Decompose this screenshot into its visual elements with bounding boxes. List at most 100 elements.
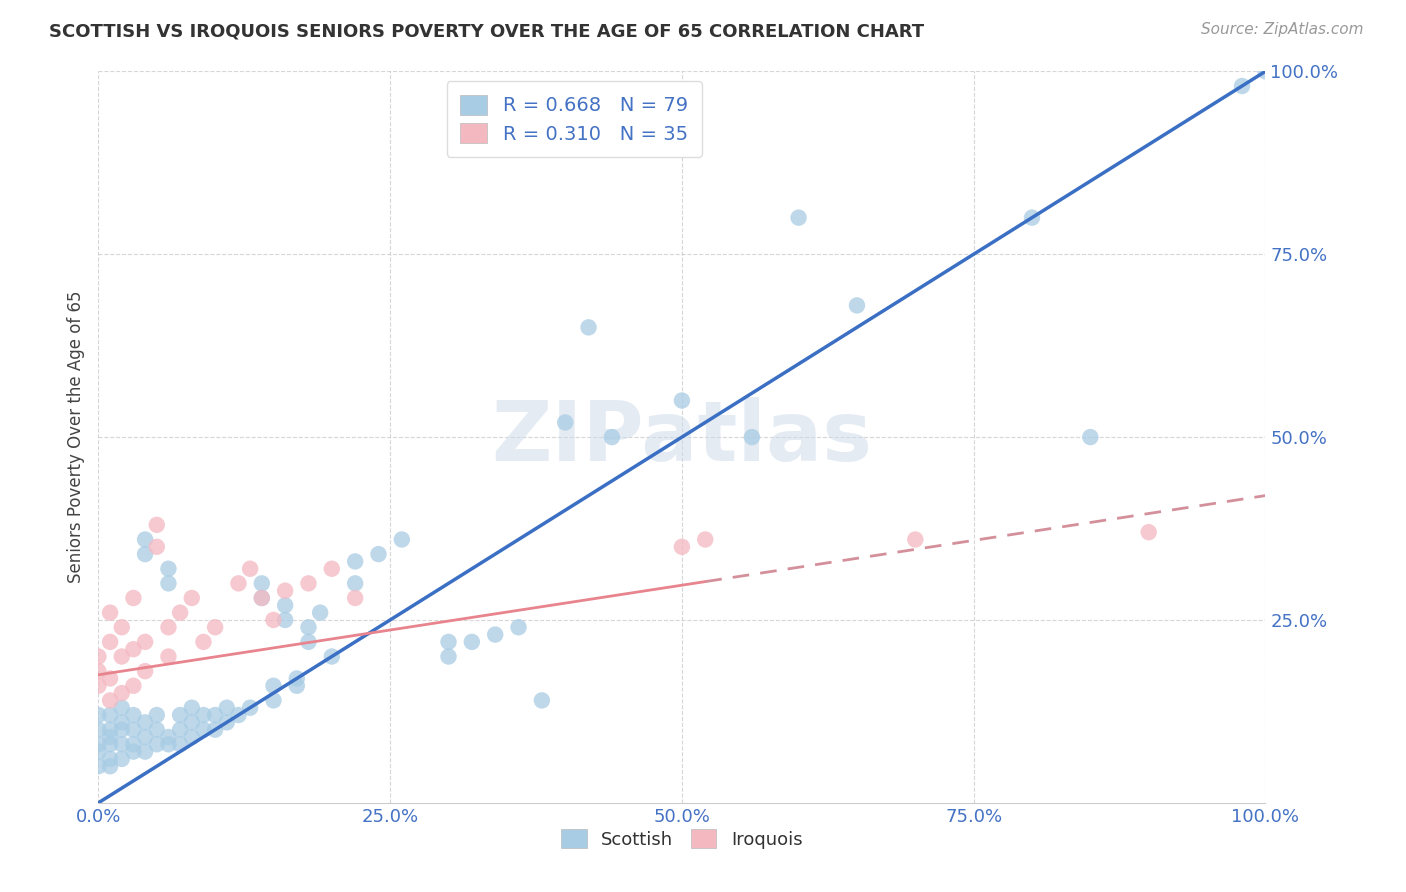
Point: [321, 649, 343, 664]
Point: [122, 679, 145, 693]
Point: [461, 635, 484, 649]
Point: [193, 723, 215, 737]
Y-axis label: Seniors Poverty Over the Age of 65: Seniors Poverty Over the Age of 65: [66, 291, 84, 583]
Point: [484, 627, 506, 641]
Point: [228, 708, 250, 723]
Point: [285, 672, 308, 686]
Point: [134, 533, 156, 547]
Point: [180, 700, 202, 714]
Point: [157, 620, 180, 634]
Point: [146, 737, 169, 751]
Point: [111, 715, 134, 730]
Point: [111, 686, 134, 700]
Point: [1230, 78, 1253, 93]
Point: [157, 562, 180, 576]
Point: [239, 562, 262, 576]
Point: [250, 591, 273, 605]
Point: [87, 649, 110, 664]
Point: [122, 737, 145, 751]
Point: [87, 679, 110, 693]
Point: [508, 620, 530, 634]
Point: [274, 583, 297, 598]
Point: [134, 730, 156, 744]
Point: [367, 547, 389, 561]
Point: [134, 664, 156, 678]
Point: [344, 591, 367, 605]
Point: [228, 576, 250, 591]
Point: [146, 540, 169, 554]
Point: [146, 517, 169, 532]
Point: [98, 708, 121, 723]
Point: [98, 635, 121, 649]
Point: [87, 664, 110, 678]
Point: [274, 613, 297, 627]
Point: [111, 700, 134, 714]
Point: [193, 635, 215, 649]
Point: [98, 730, 121, 744]
Point: [846, 298, 869, 312]
Point: [600, 430, 623, 444]
Point: [87, 723, 110, 737]
Point: [98, 737, 121, 751]
Point: [309, 606, 332, 620]
Point: [262, 693, 284, 707]
Point: [111, 723, 134, 737]
Point: [157, 649, 180, 664]
Point: [134, 635, 156, 649]
Point: [134, 547, 156, 561]
Point: [787, 211, 810, 225]
Point: [671, 393, 693, 408]
Point: [321, 562, 343, 576]
Point: [111, 649, 134, 664]
Point: [122, 708, 145, 723]
Point: [554, 416, 576, 430]
Point: [578, 320, 600, 334]
Point: [215, 715, 238, 730]
Point: [157, 576, 180, 591]
Point: [695, 533, 717, 547]
Point: [204, 708, 226, 723]
Point: [98, 693, 121, 707]
Point: [122, 642, 145, 657]
Point: [122, 745, 145, 759]
Point: [671, 540, 693, 554]
Point: [1080, 430, 1102, 444]
Point: [250, 591, 273, 605]
Point: [157, 737, 180, 751]
Point: [904, 533, 927, 547]
Point: [134, 745, 156, 759]
Point: [111, 620, 134, 634]
Point: [285, 679, 308, 693]
Point: [1137, 525, 1160, 540]
Point: [262, 613, 284, 627]
Point: [297, 635, 319, 649]
Point: [741, 430, 763, 444]
Point: [122, 591, 145, 605]
Point: [297, 620, 319, 634]
Point: [204, 723, 226, 737]
Point: [87, 737, 110, 751]
Point: [437, 635, 460, 649]
Point: [98, 759, 121, 773]
Point: [157, 730, 180, 744]
Point: [98, 723, 121, 737]
Point: [193, 708, 215, 723]
Legend: Scottish, Iroquois: Scottish, Iroquois: [551, 819, 813, 860]
Point: [98, 606, 121, 620]
Point: [180, 730, 202, 744]
Point: [297, 576, 319, 591]
Point: [391, 533, 413, 547]
Point: [262, 679, 284, 693]
Point: [204, 620, 226, 634]
Point: [344, 554, 367, 568]
Point: [180, 591, 202, 605]
Point: [169, 723, 191, 737]
Point: [87, 759, 110, 773]
Point: [98, 672, 121, 686]
Point: [87, 745, 110, 759]
Point: [1021, 211, 1043, 225]
Point: [437, 649, 460, 664]
Point: [215, 700, 238, 714]
Point: [180, 715, 202, 730]
Point: [146, 708, 169, 723]
